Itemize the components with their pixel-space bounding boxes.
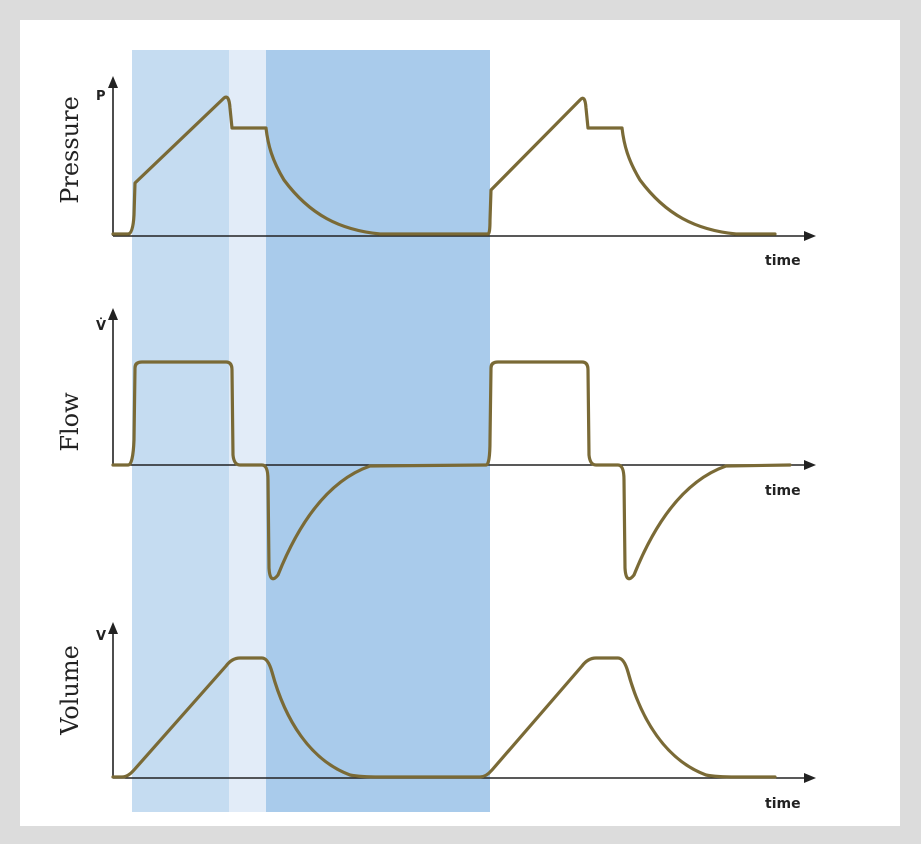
phase-band-inspiration [132,50,229,812]
flow-symbol: V̇ [96,319,106,334]
flow-y-arrow [108,308,118,320]
flow-x-arrow [804,460,816,470]
pressure-symbol: P [96,89,106,104]
volume-x-arrow [804,773,816,783]
volume-y-arrow [108,622,118,634]
pressure-curve [111,95,777,236]
flow-panel: Flow V̇ time [56,308,816,581]
phase-band-pause [229,50,266,812]
flow-curve [111,360,792,581]
pressure-y-arrow [108,76,118,88]
pressure-x-arrow [804,231,816,241]
volume-symbol: V [96,629,106,644]
volume-curve [111,656,777,779]
flow-time-label: time [765,483,801,499]
phase-band-expiration [266,50,490,812]
volume-panel: Volume V time [56,622,816,812]
pressure-panel: Pressure P time [56,76,816,269]
pressure-axis-label: Pressure [56,96,84,204]
volume-time-label: time [765,796,801,812]
volume-axis-label: Volume [56,645,84,736]
pressure-time-label: time [765,253,801,269]
flow-axis-label: Flow [56,392,84,452]
